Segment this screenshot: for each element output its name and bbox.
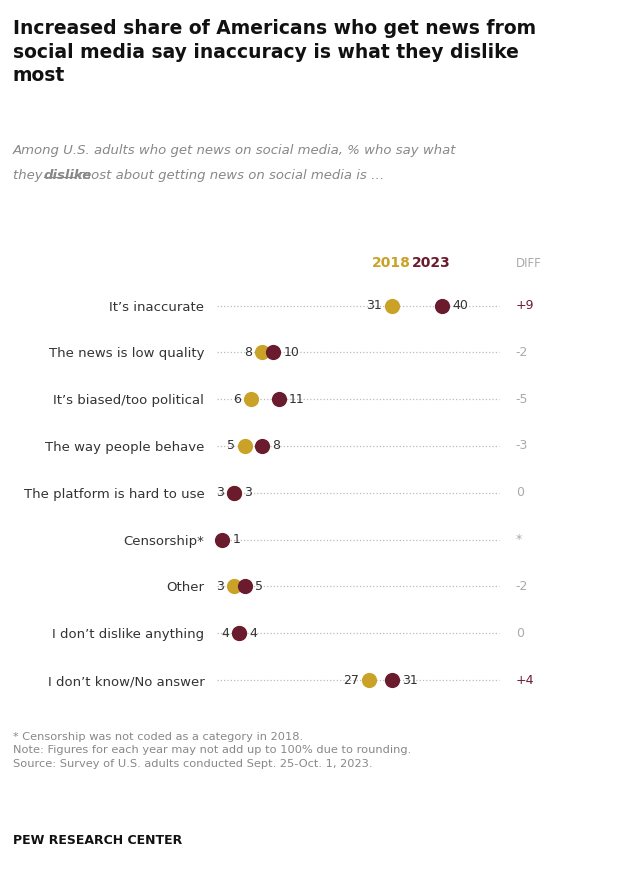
Text: 11: 11 bbox=[289, 392, 305, 406]
Text: 31: 31 bbox=[366, 299, 381, 312]
Text: 3: 3 bbox=[244, 487, 252, 499]
Text: 4: 4 bbox=[221, 627, 229, 640]
Text: 4: 4 bbox=[250, 627, 257, 640]
Point bbox=[228, 579, 239, 593]
Text: 1: 1 bbox=[232, 533, 241, 546]
Text: 5: 5 bbox=[227, 439, 235, 452]
Point bbox=[240, 579, 250, 593]
Text: 0: 0 bbox=[516, 627, 524, 640]
Text: +9: +9 bbox=[516, 299, 534, 312]
Text: 8: 8 bbox=[244, 346, 252, 359]
Text: 2023: 2023 bbox=[412, 256, 451, 270]
Text: 27: 27 bbox=[343, 673, 359, 686]
Point bbox=[387, 298, 397, 312]
Text: +4: +4 bbox=[516, 673, 534, 686]
Point bbox=[274, 392, 284, 407]
Text: Among U.S. adults who get news on social media, % who say what: Among U.S. adults who get news on social… bbox=[13, 144, 456, 158]
Point bbox=[240, 439, 250, 453]
Text: 10: 10 bbox=[284, 346, 300, 359]
Text: -5: -5 bbox=[516, 392, 528, 406]
Text: DIFF: DIFF bbox=[516, 258, 541, 270]
Text: 2018: 2018 bbox=[372, 256, 411, 270]
Point bbox=[218, 532, 228, 546]
Text: most about getting news on social media is …: most about getting news on social media … bbox=[74, 169, 384, 182]
Text: 3: 3 bbox=[216, 487, 223, 499]
Text: *: * bbox=[516, 533, 522, 546]
Point bbox=[257, 345, 267, 359]
Text: PEW RESEARCH CENTER: PEW RESEARCH CENTER bbox=[13, 834, 182, 847]
Point bbox=[268, 345, 278, 359]
Text: -3: -3 bbox=[516, 439, 528, 452]
Text: 3: 3 bbox=[216, 580, 223, 593]
Text: 6: 6 bbox=[233, 392, 241, 406]
Text: 8: 8 bbox=[272, 439, 280, 452]
Text: dislike: dislike bbox=[44, 169, 92, 182]
Text: 5: 5 bbox=[255, 580, 263, 593]
Text: they: they bbox=[13, 169, 47, 182]
Point bbox=[387, 673, 397, 687]
Text: Increased share of Americans who get news from
social media say inaccuracy is wh: Increased share of Americans who get new… bbox=[13, 19, 536, 85]
Text: 0: 0 bbox=[516, 487, 524, 499]
Point bbox=[437, 298, 447, 312]
Point bbox=[234, 627, 244, 641]
Point bbox=[234, 627, 244, 641]
Text: * Censorship was not coded as a category in 2018.
Note: Figures for each year ma: * Censorship was not coded as a category… bbox=[13, 732, 411, 768]
Text: -2: -2 bbox=[516, 346, 528, 359]
Point bbox=[246, 392, 256, 407]
Text: 40: 40 bbox=[452, 299, 468, 312]
Point bbox=[364, 673, 374, 687]
Point bbox=[257, 439, 267, 453]
Point bbox=[228, 486, 239, 500]
Point bbox=[228, 486, 239, 500]
Text: 31: 31 bbox=[402, 673, 418, 686]
Text: -2: -2 bbox=[516, 580, 528, 593]
